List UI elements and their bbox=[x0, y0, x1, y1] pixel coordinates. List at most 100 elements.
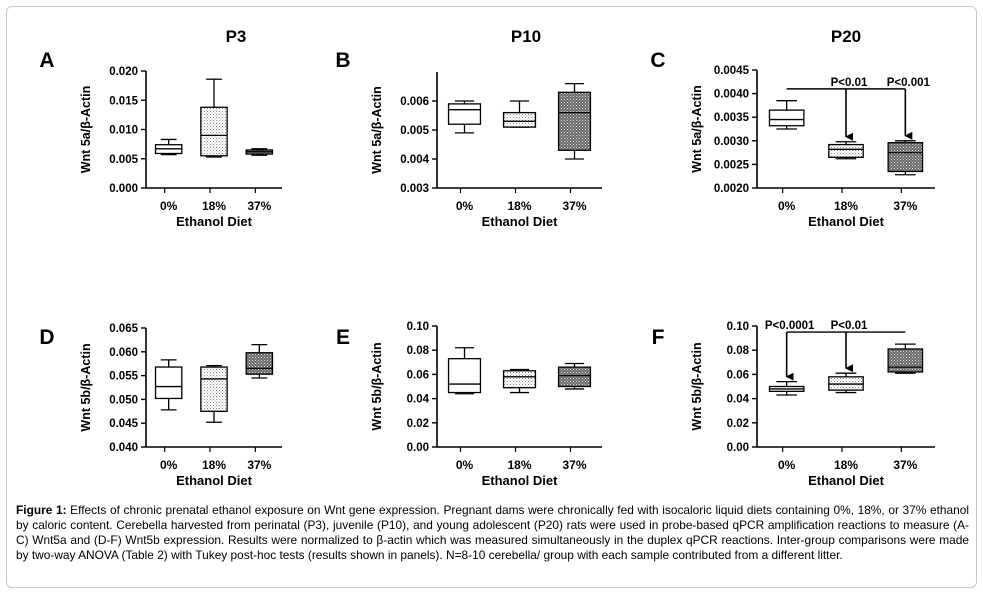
panel-letter: C bbox=[650, 49, 665, 72]
box-iqr bbox=[502, 370, 537, 389]
x-tick-label: 37% bbox=[562, 199, 586, 213]
panel-letter: E bbox=[336, 326, 350, 349]
y-tick-label: 0.0030 bbox=[714, 136, 749, 148]
panel-c: C 0.0020 0.0025 0.0030 0.0035 0.0040 0.0045 Wnt… bbox=[650, 49, 935, 229]
significance-label: P<0.0001 bbox=[765, 320, 815, 332]
x-axis-label: Ethanol Diet bbox=[808, 473, 885, 488]
box-f-0 bbox=[768, 381, 805, 396]
box-iqr bbox=[200, 106, 228, 157]
y-tick-label: 0.005 bbox=[400, 125, 429, 137]
y-tick-label: 0.0045 bbox=[714, 65, 750, 77]
box-iqr bbox=[245, 352, 274, 375]
y-axis-label: Wnt 5b/β-Actin bbox=[370, 342, 384, 430]
box-d-2 bbox=[245, 344, 274, 379]
caption-text: Effects of chronic prenatal ethanol expo… bbox=[16, 503, 969, 562]
figure-caption: Figure 1: Effects of chronic prenatal et… bbox=[16, 503, 969, 563]
box-e-0 bbox=[447, 347, 482, 395]
y-tick-label: 0.003 bbox=[400, 183, 429, 195]
box-c-1 bbox=[828, 141, 864, 160]
column-title-p20: P20 bbox=[831, 27, 861, 46]
y-tick-label: 0.08 bbox=[407, 345, 430, 357]
box-iqr bbox=[154, 366, 183, 400]
y-tick-label: 0.02 bbox=[407, 418, 429, 430]
y-tick-label: 0.065 bbox=[109, 323, 138, 335]
x-tick-label: 37% bbox=[893, 458, 917, 472]
panel-e: E 0.00 0.02 0.04 0.06 0.08 0.10 Wnt 5b/β-Actin 0… bbox=[336, 321, 602, 488]
y-tick-label: 0.040 bbox=[109, 442, 138, 454]
figure-panels: P3 P10 P20 A 0.000 0.005 0.010 0.015 0.020 Wnt… bbox=[39, 27, 935, 488]
x-axis-label: Ethanol Diet bbox=[482, 473, 559, 488]
box-a-2 bbox=[245, 148, 274, 156]
y-tick-label: 0.0025 bbox=[714, 159, 750, 171]
caption-label: Figure 1: bbox=[16, 503, 67, 517]
x-axis-label: Ethanol Diet bbox=[176, 473, 253, 488]
y-tick-label: 0.055 bbox=[109, 371, 138, 383]
x-tick-label: 37% bbox=[562, 458, 586, 472]
y-tick-label: 0.10 bbox=[727, 321, 749, 333]
box-d-0 bbox=[154, 359, 183, 411]
panel-letter: A bbox=[39, 49, 54, 72]
y-tick-label: 0.06 bbox=[727, 369, 749, 381]
box-a-0 bbox=[154, 138, 183, 156]
x-tick-label: 18% bbox=[202, 458, 226, 472]
box-iqr bbox=[447, 103, 482, 125]
y-axis-label: Wnt 5a/β-Actin bbox=[690, 85, 704, 173]
box-iqr bbox=[557, 366, 592, 388]
y-tick-label: 0.015 bbox=[109, 95, 138, 107]
x-tick-label: 37% bbox=[247, 458, 271, 472]
y-tick-label: 0.0035 bbox=[714, 112, 750, 124]
box-d-1 bbox=[200, 364, 228, 423]
y-axis-label: Wnt 5b/β-Actin bbox=[79, 343, 93, 431]
box-iqr bbox=[887, 348, 924, 373]
x-tick-label: 0% bbox=[778, 199, 796, 213]
y-tick-label: 0.060 bbox=[109, 347, 138, 359]
column-title-p10: P10 bbox=[511, 27, 541, 46]
y-axis-label: Wnt 5a/β-Actin bbox=[370, 86, 384, 174]
x-tick-label: 18% bbox=[834, 199, 858, 213]
y-tick-label: 0.006 bbox=[400, 96, 429, 108]
box-e-2 bbox=[557, 362, 592, 390]
box-a-1 bbox=[200, 78, 228, 158]
figure-frame bbox=[6, 6, 977, 588]
x-tick-label: 18% bbox=[202, 199, 226, 213]
box-f-2 bbox=[887, 343, 924, 374]
significance-label: P<0.01 bbox=[831, 77, 868, 89]
panel-a: A 0.000 0.005 0.010 0.015 0.020 Wnt 5a/β-Actin… bbox=[39, 49, 282, 229]
box-c-0 bbox=[768, 100, 805, 130]
y-tick-label: 0.000 bbox=[109, 183, 138, 195]
x-tick-label: 18% bbox=[507, 458, 531, 472]
y-tick-label: 0.050 bbox=[109, 394, 138, 406]
box-c-2 bbox=[887, 140, 924, 176]
x-axis-label: Ethanol Diet bbox=[808, 214, 885, 229]
box-b-2 bbox=[557, 82, 592, 160]
box-iqr bbox=[200, 366, 228, 412]
x-tick-label: 0% bbox=[456, 199, 474, 213]
box-iqr bbox=[828, 143, 864, 158]
y-tick-label: 0.020 bbox=[109, 66, 138, 78]
y-tick-label: 0.10 bbox=[407, 321, 429, 333]
x-axis-label: Ethanol Diet bbox=[176, 214, 253, 229]
x-tick-label: 18% bbox=[834, 458, 858, 472]
box-iqr bbox=[887, 142, 924, 173]
y-tick-label: 0.0040 bbox=[714, 89, 749, 101]
box-f-1 bbox=[828, 372, 864, 394]
significance-label: P<0.001 bbox=[887, 77, 931, 89]
x-tick-label: 0% bbox=[778, 458, 796, 472]
box-b-0 bbox=[447, 100, 482, 134]
y-axis-label: Wnt 5b/β-Actin bbox=[690, 342, 704, 430]
y-tick-label: 0.004 bbox=[400, 154, 429, 166]
y-tick-label: 0.010 bbox=[109, 125, 138, 137]
y-tick-label: 0.00 bbox=[727, 442, 749, 454]
y-tick-label: 0.04 bbox=[407, 394, 430, 406]
significance-label: P<0.01 bbox=[831, 320, 868, 332]
column-title-p3: P3 bbox=[226, 27, 247, 46]
box-iqr bbox=[447, 358, 482, 394]
y-tick-label: 0.08 bbox=[727, 345, 750, 357]
y-tick-label: 0.00 bbox=[407, 442, 429, 454]
panel-f: F 0.00 0.02 0.04 0.06 0.08 0.10 Wnt 5b/β-Actin 0… bbox=[652, 320, 935, 488]
y-tick-label: 0.045 bbox=[109, 418, 138, 430]
panel-letter: D bbox=[39, 326, 54, 349]
box-iqr bbox=[502, 111, 537, 128]
x-tick-label: 37% bbox=[893, 199, 917, 213]
panel-letter: F bbox=[652, 326, 665, 349]
